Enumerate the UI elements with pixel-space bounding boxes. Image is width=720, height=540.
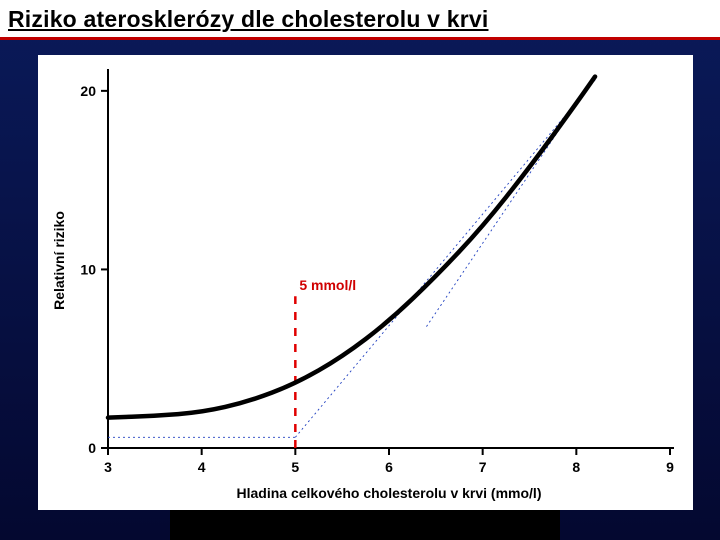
title-bar: Riziko aterosklerózy dle cholesterolu v … bbox=[0, 0, 720, 40]
svg-text:9: 9 bbox=[666, 459, 674, 475]
svg-text:10: 10 bbox=[80, 261, 96, 277]
chart-container: 3 4 5 6 7 8 9 0 10 20 Hladina celkového cholestero… bbox=[38, 55, 693, 510]
bottom-black-strip bbox=[170, 510, 560, 540]
svg-text:Relativní riziko: Relativní riziko bbox=[51, 211, 67, 310]
svg-text:8: 8 bbox=[572, 459, 580, 475]
svg-text:6: 6 bbox=[385, 459, 393, 475]
svg-text:5: 5 bbox=[291, 459, 299, 475]
svg-text:3: 3 bbox=[104, 459, 112, 475]
svg-text:7: 7 bbox=[479, 459, 487, 475]
svg-text:5 mmol/l: 5 mmol/l bbox=[299, 277, 356, 293]
slide-title: Riziko aterosklerózy dle cholesterolu v … bbox=[8, 6, 488, 32]
slide: Riziko aterosklerózy dle cholesterolu v … bbox=[0, 0, 720, 540]
chart: 3 4 5 6 7 8 9 0 10 20 Hladina celkového cholestero… bbox=[38, 55, 693, 510]
svg-text:4: 4 bbox=[198, 459, 206, 475]
svg-text:0: 0 bbox=[88, 440, 96, 456]
svg-text:20: 20 bbox=[80, 83, 96, 99]
svg-text:Hladina celkového cholesterolu: Hladina celkového cholesterolu v krvi (m… bbox=[237, 485, 542, 501]
